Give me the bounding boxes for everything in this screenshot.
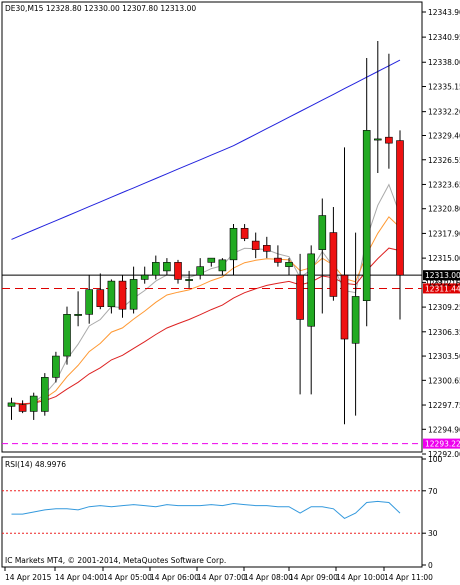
ask-level-label: 12311.44 (425, 284, 460, 293)
time-tick-label: 14 Apr 08:00 (244, 573, 293, 582)
candle-body (373, 138, 382, 141)
magenta-level-label: 12293.22 (425, 440, 460, 449)
price-tick-label: 12343.90 (428, 8, 460, 17)
price-tick-label: 12323.65 (428, 180, 460, 189)
price-axis: 12343.90 12340.95 12338.00 12335.15 12332.20… (422, 8, 460, 459)
rsi-label: RSI(14) 48.9976 (5, 460, 66, 469)
candle-body (163, 262, 171, 272)
price-tick-label: 12303.50 (428, 352, 460, 361)
time-tick-label: 14 Apr 06:00 (150, 573, 199, 582)
price-tick-label: 12300.65 (428, 376, 460, 385)
candle-body (218, 259, 227, 272)
rsi-panel-frame (1, 456, 423, 568)
candle-body (362, 130, 371, 302)
candle-body (152, 262, 160, 276)
rsi-tick-label: 100 (428, 455, 443, 464)
price-tick-label: 12294.90 (428, 425, 460, 434)
candle-body (351, 296, 360, 344)
candle-body (174, 262, 182, 280)
price-tick-label: 12335.15 (428, 83, 460, 92)
candle-body (118, 280, 127, 310)
candle-body (262, 245, 271, 252)
time-tick-label: 14 Apr 11:00 (384, 573, 433, 582)
candle-body (63, 314, 71, 357)
candle-body (329, 232, 338, 297)
candle-body (340, 274, 349, 340)
candle-body (29, 395, 38, 412)
magenta-level-box (423, 438, 460, 449)
candle-body (129, 279, 138, 310)
price-levels: 12313.0012312.1512311.44 12293.22 (2, 270, 460, 449)
candle-body (318, 215, 327, 250)
price-tick-label: 12332.20 (428, 108, 460, 117)
candle-body (385, 136, 393, 144)
candle-body (307, 253, 316, 327)
price-tick-label: 12340.95 (428, 33, 460, 42)
price-tick-label: 12306.35 (428, 328, 460, 337)
candle-body (74, 314, 82, 316)
candle-body (251, 240, 260, 250)
candle-body (96, 289, 105, 307)
time-tick-label: 14 Apr 05:00 (103, 573, 152, 582)
rsi-tick-label: 70 (428, 487, 438, 496)
price-tick-label: 12312.15 (428, 278, 460, 287)
candle-body (196, 266, 204, 276)
price-tick-label: 12297.75 (428, 401, 460, 410)
rsi-tick-label: 30 (428, 529, 438, 538)
ask-level-box (423, 283, 460, 294)
candle-body (18, 404, 27, 412)
candle-body (107, 280, 116, 307)
candle-body (7, 402, 16, 407)
time-tick-label: 14 Apr 10:00 (336, 573, 385, 582)
price-tick-label: 12315.00 (428, 254, 460, 263)
footer-copyright: IC Markets MT4, © 2001-2014, MetaQuotes … (5, 556, 226, 565)
candle-body (85, 289, 93, 315)
candle-body (140, 274, 149, 280)
rsi-indicator: 100 70 30 0 (2, 455, 443, 570)
price-tick-label: 12338.00 (428, 58, 460, 67)
price-tick-label: 12309.25 (428, 303, 460, 312)
candle-body (274, 257, 282, 263)
candle-body (229, 228, 238, 261)
time-tick-label: 14 Apr 2015 (5, 573, 52, 582)
time-tick-label: 14 Apr 07:00 (197, 573, 246, 582)
current-price-box (423, 270, 460, 281)
price-tick-label: 12326.55 (428, 156, 460, 165)
price-tick-label: 12317.90 (428, 229, 460, 238)
candle-body (240, 228, 249, 239)
candle-body (396, 140, 404, 276)
price-tick-label: 12329.40 (428, 131, 460, 140)
main-panel-frame (1, 1, 423, 453)
candle-body (207, 257, 216, 263)
candle-body (185, 279, 193, 281)
candle-body (285, 262, 293, 267)
candle-body (40, 377, 49, 412)
time-tick-label: 14 Apr 04:00 (55, 573, 104, 582)
rsi-tick-label: 0 (428, 561, 433, 570)
rsi-line (11, 500, 401, 519)
candle-body (296, 274, 304, 320)
time-tick-label: 14 Apr 09:00 (289, 573, 338, 582)
trend-ma-line (11, 59, 401, 240)
candle-body (52, 355, 60, 378)
price-tick-label: 12320.80 (428, 205, 460, 214)
current-price-label: 12313.00 (425, 271, 460, 280)
candles (7, 40, 404, 425)
price-tick-label: 12292.00 (428, 450, 460, 459)
symbol-header: DE30,M15 12328.80 12330.00 12307.80 1231… (5, 4, 196, 13)
